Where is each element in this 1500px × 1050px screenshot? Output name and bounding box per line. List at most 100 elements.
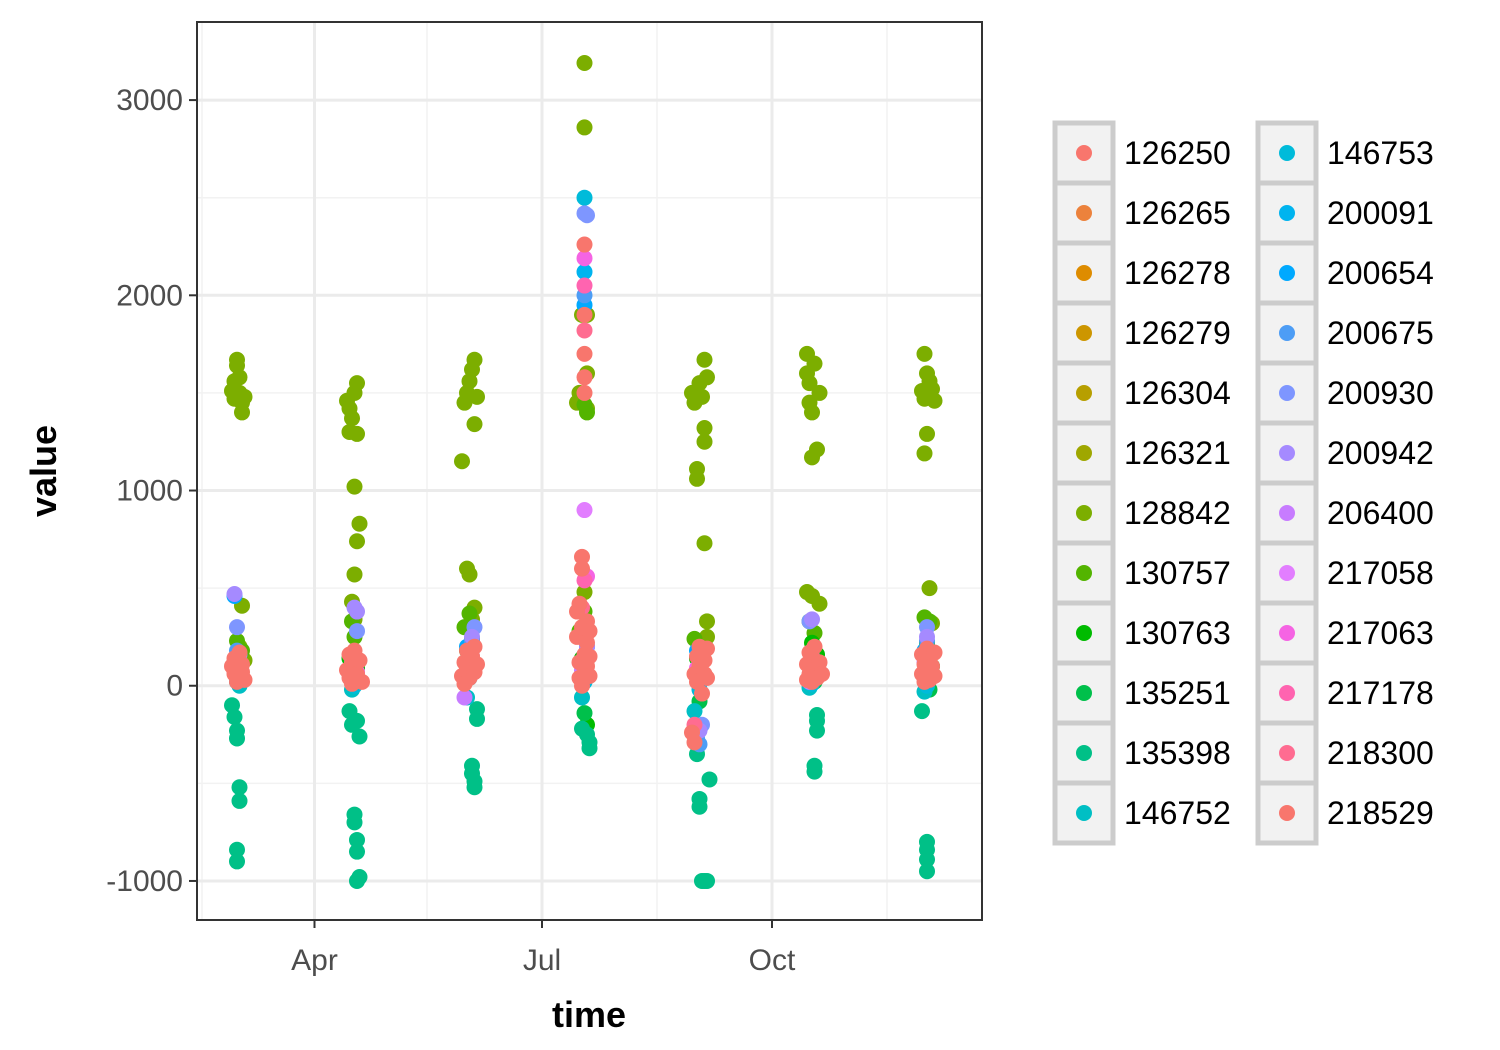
legend-label-218529: 218529 <box>1327 795 1434 831</box>
point-135398 <box>806 763 823 780</box>
plot-panel-border <box>196 21 983 921</box>
point-135398 <box>349 831 365 848</box>
point-135398 <box>701 771 718 788</box>
point-128842 <box>454 453 470 470</box>
point-135398 <box>691 798 708 815</box>
legend-dot-126278 <box>1076 265 1092 281</box>
point-128842 <box>349 425 365 442</box>
y-tick-label: 2000 <box>116 279 183 312</box>
y-tick-label: 3000 <box>116 84 183 117</box>
legend-label-217178: 217178 <box>1327 675 1434 711</box>
legend-dot-217063 <box>1279 625 1295 641</box>
point-218529 <box>576 384 593 401</box>
point-128842 <box>576 119 593 136</box>
point-128842 <box>696 420 713 437</box>
point-128842 <box>801 375 818 392</box>
point-128842 <box>919 425 935 442</box>
point-128842 <box>231 369 248 386</box>
legend-dot-135398 <box>1076 745 1092 761</box>
point-130757 <box>576 396 593 413</box>
legend-label-200942: 200942 <box>1327 435 1434 471</box>
point-218529 <box>576 369 593 386</box>
point-135398 <box>914 703 930 720</box>
point-135398 <box>809 722 825 739</box>
y-axis: 3000 2000 1000 0 -1000 <box>106 84 197 898</box>
legend-label-130763: 130763 <box>1124 615 1231 651</box>
point-135398 <box>469 710 485 727</box>
legend-dot-200675 <box>1279 325 1295 341</box>
legend-dot-130757 <box>1076 565 1092 581</box>
point-128842 <box>696 351 713 368</box>
point-130757 <box>461 605 478 622</box>
point-146752 <box>686 703 703 720</box>
x-axis-title: time <box>552 994 626 1035</box>
legend-dot-206400 <box>1279 505 1295 521</box>
point-218529 <box>574 548 590 565</box>
point-218529 <box>814 666 830 683</box>
legend-dot-126265 <box>1076 205 1092 221</box>
point-128842 <box>234 404 250 421</box>
point-200930 <box>229 619 245 636</box>
point-146752 <box>574 689 590 706</box>
point-200942 <box>804 611 820 628</box>
legend-dot-200654 <box>1279 265 1295 281</box>
point-200930 <box>579 207 595 224</box>
x-tick-label: Oct <box>749 944 796 977</box>
point-135251 <box>576 705 593 722</box>
point-135398 <box>349 712 365 729</box>
point-135398 <box>351 728 368 745</box>
point-128842 <box>469 388 485 405</box>
point-128842 <box>921 580 938 597</box>
legend-dot-218300 <box>1279 745 1295 761</box>
point-218529 <box>576 306 593 323</box>
point-135398 <box>226 708 243 725</box>
point-135398 <box>581 740 598 757</box>
legend-label-130757: 130757 <box>1124 555 1231 591</box>
legend-dot-218529 <box>1279 805 1295 821</box>
point-128842 <box>694 388 710 405</box>
point-128842 <box>576 54 593 71</box>
legend-label-206400: 206400 <box>1327 495 1434 531</box>
point-135398 <box>699 872 715 889</box>
legend-dot-146752 <box>1076 805 1092 821</box>
legend-label-146753: 146753 <box>1327 135 1434 171</box>
legend-dot-200091 <box>1279 205 1295 221</box>
point-200942 <box>226 585 243 602</box>
point-128842 <box>699 369 715 386</box>
legend-dot-126279 <box>1076 325 1092 341</box>
point-218529 <box>694 685 710 702</box>
point-218529 <box>571 595 588 612</box>
legend-dot-128842 <box>1076 505 1092 521</box>
point-128842 <box>699 613 715 630</box>
point-135398 <box>231 792 248 809</box>
legend-dot-217058 <box>1279 565 1295 581</box>
point-128842 <box>689 470 705 487</box>
legend-label-217063: 217063 <box>1327 615 1434 651</box>
point-128842 <box>811 595 828 612</box>
legend-label-200654: 200654 <box>1327 255 1434 291</box>
point-128842 <box>916 445 933 462</box>
legend-dot-135251 <box>1076 685 1092 701</box>
point-218529 <box>581 623 598 640</box>
y-tick-label: 0 <box>166 670 183 703</box>
point-128842 <box>344 410 360 427</box>
point-218529 <box>354 673 370 690</box>
point-200942 <box>919 628 935 645</box>
x-tick-label: Apr <box>291 944 338 977</box>
point-218529 <box>581 667 598 684</box>
legend-dot-126250 <box>1076 145 1092 161</box>
point-200930 <box>349 623 365 640</box>
data-points <box>224 54 943 889</box>
legend-dot-200942 <box>1279 445 1295 461</box>
point-135398 <box>229 853 245 870</box>
point-218529 <box>926 644 943 661</box>
point-128842 <box>926 392 943 409</box>
point-135398 <box>231 779 248 796</box>
point-218529 <box>576 236 593 253</box>
point-218529 <box>581 648 598 665</box>
point-135398 <box>349 843 365 860</box>
point-218529 <box>576 345 593 362</box>
y-axis-title: value <box>23 425 64 517</box>
y-tick-label: 1000 <box>116 475 183 508</box>
